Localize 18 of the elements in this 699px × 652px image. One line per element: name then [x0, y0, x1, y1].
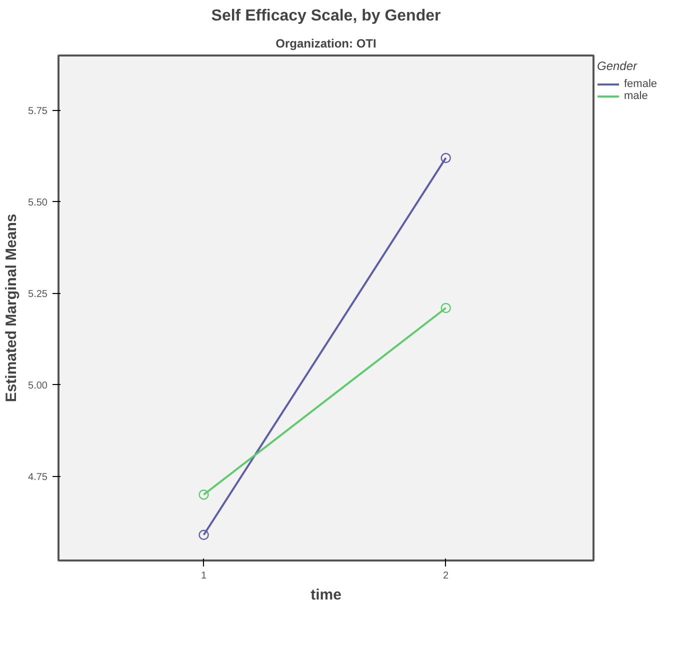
y-axis-title: Estimated Marginal Means: [3, 214, 20, 402]
y-tick-label: 5.50: [28, 197, 48, 208]
y-tick-label: 5.00: [28, 380, 48, 392]
legend-label: female: [624, 78, 658, 90]
point: [198, 490, 209, 500]
x-tick-label: 1: [200, 570, 207, 582]
x-tick-label: 2: [443, 570, 450, 582]
legend-label: male: [624, 90, 648, 102]
chart-subtitle: Organization: OTI: [276, 36, 376, 50]
x-axis-title: time: [310, 586, 342, 604]
chart-title: Self Efficacy Scale, by Gender: [211, 8, 441, 24]
point: [440, 152, 451, 164]
legend-title: Gender: [597, 59, 638, 73]
point: [440, 302, 451, 314]
y-tick-label: 4.75: [28, 472, 48, 483]
y-tick-label: 5.25: [28, 288, 48, 300]
y-tick-label: 5.75: [28, 106, 48, 117]
point: [198, 530, 209, 540]
